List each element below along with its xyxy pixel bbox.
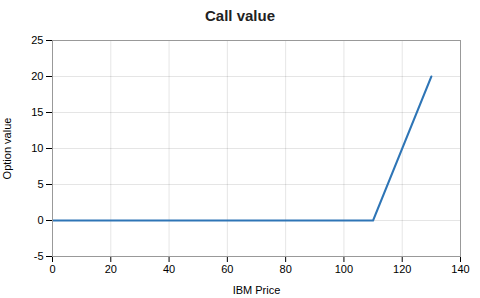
- svg-text:15: 15: [31, 106, 43, 118]
- svg-text:-5: -5: [34, 250, 44, 262]
- svg-text:60: 60: [221, 263, 233, 275]
- svg-text:5: 5: [37, 178, 43, 190]
- svg-text:140: 140: [451, 263, 469, 275]
- svg-text:10: 10: [31, 142, 43, 154]
- svg-text:120: 120: [393, 263, 411, 275]
- html-text:Call value: Call value: [205, 7, 275, 24]
- svg-text:20: 20: [31, 70, 43, 82]
- svg-text:25: 25: [31, 34, 43, 46]
- svg-text:Option value: Option value: [1, 118, 13, 180]
- svg-text:0: 0: [37, 214, 43, 226]
- svg-text:40: 40: [163, 263, 175, 275]
- svg-text:20: 20: [105, 263, 117, 275]
- svg-text:IBM Price: IBM Price: [233, 284, 281, 296]
- svg-text:100: 100: [335, 263, 353, 275]
- svg-text:80: 80: [280, 263, 292, 275]
- svg-text:0: 0: [49, 263, 55, 275]
